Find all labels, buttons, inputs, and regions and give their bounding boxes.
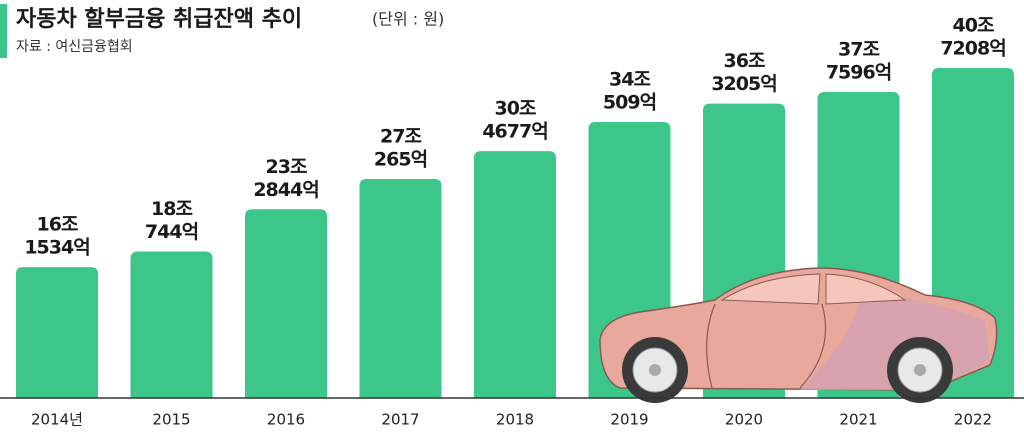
value-label: 23조 <box>266 156 307 178</box>
x-tick-label: 2020 <box>725 411 763 429</box>
x-tick-label: 2015 <box>152 411 190 429</box>
bar <box>245 209 327 398</box>
value-label: 37조 <box>838 38 879 60</box>
value-label: 30조 <box>495 98 536 120</box>
title-accent <box>0 4 7 58</box>
x-tick-label: 2022 <box>954 411 992 429</box>
x-tick-label: 2021 <box>839 411 877 429</box>
value-label: 40조 <box>953 15 994 37</box>
x-tick-label: 2014년 <box>31 411 83 429</box>
value-label: 18조 <box>151 198 192 220</box>
value-label: 265억 <box>374 148 427 170</box>
x-tick-label: 2016 <box>267 411 305 429</box>
value-label: 36조 <box>724 50 765 72</box>
value-label: 744억 <box>145 221 198 243</box>
car-illustration <box>599 267 998 403</box>
unit-note: (단위 : 원) <box>372 10 444 29</box>
value-label: 27조 <box>380 125 421 147</box>
value-label: 3205억 <box>711 73 776 95</box>
value-label: 509억 <box>603 92 656 114</box>
source-note: 자료 : 여신금융협회 <box>16 39 133 55</box>
bar <box>474 151 556 398</box>
value-label: 1534억 <box>24 237 89 259</box>
chart-title: 자동차 할부금융 취급잔액 추이 <box>16 7 302 32</box>
value-label: 7596억 <box>826 61 891 83</box>
x-tick-label: 2019 <box>610 411 648 429</box>
bar <box>359 178 442 398</box>
bar <box>16 267 98 398</box>
value-label: 34조 <box>609 69 650 91</box>
value-label: 16조 <box>37 214 78 236</box>
value-label: 7208억 <box>940 38 1005 60</box>
bar <box>130 251 213 398</box>
value-label: 2844억 <box>253 179 318 201</box>
value-label: 4677억 <box>482 121 547 143</box>
x-tick-label: 2018 <box>496 411 534 429</box>
x-tick-label: 2017 <box>381 411 419 429</box>
